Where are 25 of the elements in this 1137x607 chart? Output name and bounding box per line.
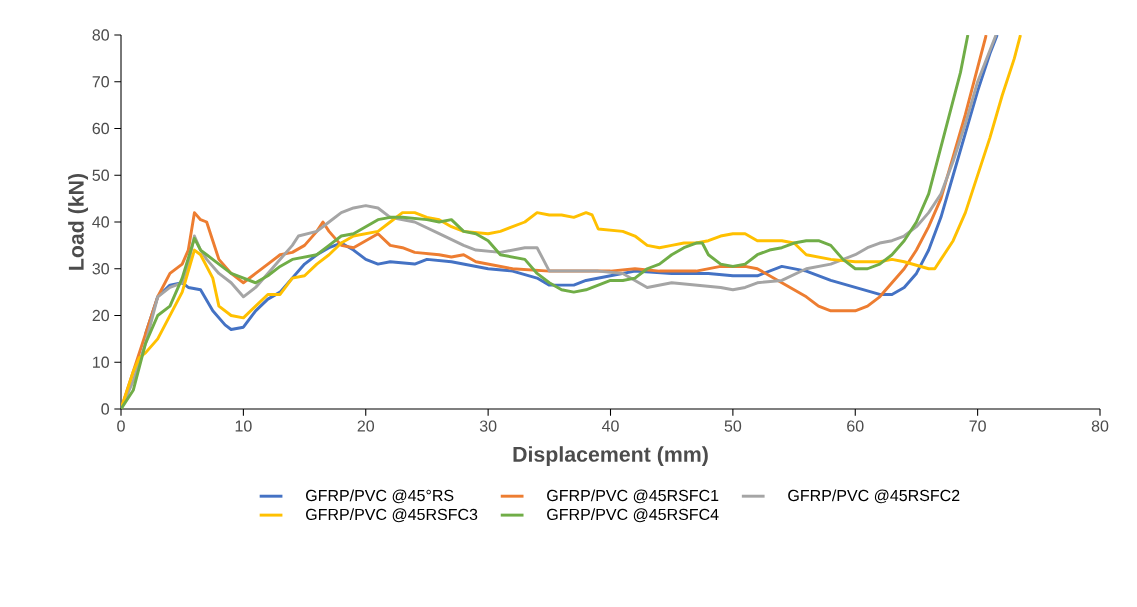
y-tick-label: 20 — [92, 309, 110, 322]
x-tick-label: 10 — [235, 420, 252, 432]
y-tick-label: 40 — [92, 216, 110, 228]
legend-label: GFRP/PVC @45RSFC3 — [306, 508, 478, 523]
y-tick-label: 10 — [93, 356, 110, 368]
legend-label: GFRP/PVC @45RSFC4 — [547, 508, 719, 523]
y-axis-title: Load (kN) — [68, 173, 89, 270]
x-tick-label: 50 — [724, 420, 742, 432]
x-tick-label: 0 — [117, 420, 125, 432]
legend-label: GFRP/PVC @45RSFC2 — [788, 489, 960, 504]
legend-label: GFRP/PVC @45RSFC1 — [547, 489, 719, 504]
y-tick-label: 30 — [92, 263, 110, 275]
x-tick-label: 30 — [479, 420, 497, 432]
y-tick-label: 50 — [92, 169, 110, 181]
y-tick-label: 60 — [92, 122, 110, 135]
x-tick-label: 70 — [969, 420, 986, 432]
x-tick-label: 80 — [1091, 420, 1109, 432]
x-axis-title: Displacement (mm) — [513, 446, 708, 467]
x-tick-label: 60 — [847, 420, 864, 432]
y-tick-label: 0 — [101, 403, 110, 415]
x-tick-label: 20 — [357, 420, 375, 432]
y-tick-label: 70 — [92, 76, 110, 88]
legend-label: GFRP/PVC @45°RS — [306, 489, 454, 504]
y-tick-label: 80 — [92, 29, 110, 41]
x-tick-label: 40 — [601, 420, 619, 432]
